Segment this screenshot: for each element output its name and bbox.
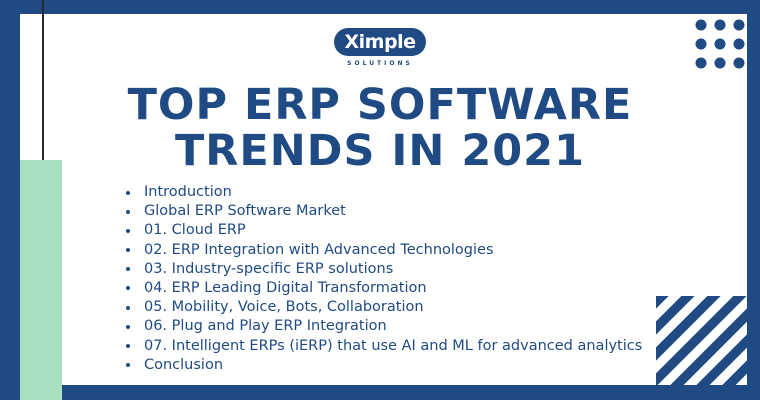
title-line-2: TRENDS IN 2021 <box>174 126 586 176</box>
bullet-icon <box>126 267 130 272</box>
toc-item-label: 04. ERP Leading Digital Transformation <box>144 279 427 296</box>
bullet-icon <box>126 228 130 233</box>
toc-item: 06. Plug and Play ERP Integration <box>124 317 642 336</box>
white-stripe <box>656 296 682 322</box>
toc-item-label: 03. Industry-specific ERP solutions <box>144 260 394 277</box>
toc-item: Introduction <box>124 183 642 202</box>
decorative-vertical-line <box>42 0 44 162</box>
banner-card <box>20 14 747 385</box>
dot-icon <box>695 19 707 31</box>
toc-item: 04. ERP Leading Digital Transformation <box>124 279 642 298</box>
dot-icon <box>695 57 707 69</box>
dot-icon <box>733 57 745 69</box>
toc-item: 07. Intelligent ERPs (iERP) that use AI … <box>124 337 642 356</box>
toc-item: 03. Industry-specific ERP solutions <box>124 260 642 279</box>
bullet-icon <box>126 305 130 310</box>
toc-item: 01. Cloud ERP <box>124 221 642 240</box>
dot-icon <box>733 38 745 50</box>
logo-wordmark: Ximple <box>334 28 426 56</box>
dot-icon <box>714 19 726 31</box>
dot-icon <box>733 19 745 31</box>
page-title: TOP ERP SOFTWARE TRENDS IN 2021 <box>60 82 700 174</box>
toc-item: 02. ERP Integration with Advanced Techno… <box>124 241 642 260</box>
toc-item-label: Conclusion <box>144 356 224 373</box>
toc-item-label: 02. ERP Integration with Advanced Techno… <box>144 241 494 258</box>
bullet-icon <box>126 248 130 253</box>
dot-icon <box>695 38 707 50</box>
dot-grid-icon <box>695 19 745 69</box>
white-stripe <box>657 296 747 385</box>
bullet-icon <box>126 286 130 291</box>
toc-item: Global ERP Software Market <box>124 202 642 221</box>
dot-icon <box>714 57 726 69</box>
bullet-icon <box>126 190 130 195</box>
bullet-icon <box>126 324 130 329</box>
toc-item-label: 06. Plug and Play ERP Integration <box>144 318 387 335</box>
bullet-icon <box>126 363 130 368</box>
table-of-contents: Introduction Global ERP Software Market … <box>124 183 642 375</box>
toc-item-label: 07. Intelligent ERPs (iERP) that use AI … <box>144 337 643 354</box>
bullet-icon <box>126 209 130 214</box>
dot-icon <box>714 38 726 50</box>
bullet-icon <box>126 344 130 348</box>
white-stripe <box>656 296 708 348</box>
logo-tagline: SOLUTIONS <box>347 60 413 67</box>
white-stripe <box>683 321 747 385</box>
white-stripe <box>656 296 734 374</box>
white-stripe <box>709 347 747 385</box>
toc-item-label: Introduction <box>144 184 232 200</box>
toc-item: 05. Mobility, Voice, Bots, Collaboration <box>124 298 642 317</box>
diagonal-stripes-icon <box>656 296 747 385</box>
title-line-1: TOP ERP SOFTWARE <box>127 80 633 130</box>
toc-item-label: 01. Cloud ERP <box>144 222 246 239</box>
toc-item-label: 05. Mobility, Voice, Bots, Collaboration <box>144 299 424 316</box>
white-stripe <box>735 373 747 385</box>
toc-item-label: Global ERP Software Market <box>144 203 346 220</box>
toc-item: Conclusion <box>124 356 642 375</box>
mint-accent-bar <box>20 160 62 400</box>
brand-logo: Ximple SOLUTIONS <box>332 28 428 72</box>
